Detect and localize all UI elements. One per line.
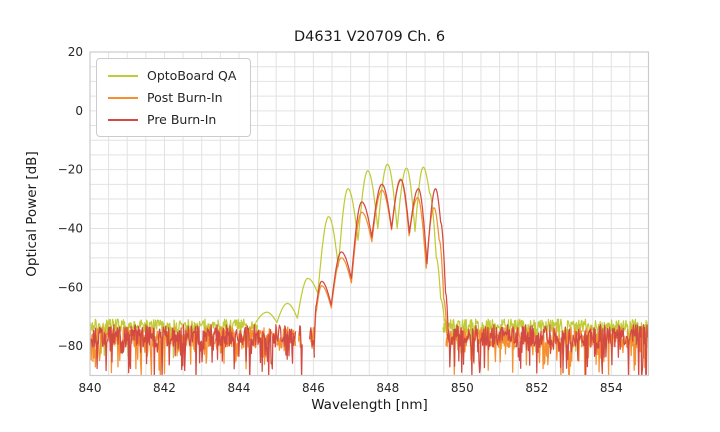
legend-line-swatch [108,118,138,121]
legend: OptoBoard QA Post Burn-In Pre Burn-In [96,58,252,137]
x-tick-label: 854 [600,381,623,395]
series-post-burn-in-line [313,178,449,353]
legend-item-optoboard-qa: OptoBoard QA [108,68,236,83]
series-optoboard-qa-line [255,163,446,324]
series-layer [90,163,649,376]
series-pre-burn-in-noise-3 [446,324,649,376]
axes-frame [89,51,650,377]
series-pre-burn-in-noise-0 [90,324,297,376]
legend-label: Pre Burn-In [147,112,217,127]
x-tick-label: 844 [227,381,250,395]
legend-label: Post Burn-In [147,90,223,105]
y-tick-label: −40 [58,221,83,235]
tick-labels: 840 842 844 846 848 850 852 854 20 0 −20 −40 −60 −80 [58,45,623,395]
series-pre-burn-in-line [313,179,450,347]
y-axis-label: Optical Power [dB] [24,151,40,277]
legend-item-pre-burn-in: Pre Burn-In [108,112,236,127]
y-tick-label: −60 [58,280,83,294]
legend-item-post-burn-in: Post Burn-In [108,90,236,105]
y-tick-label: 20 [68,45,83,59]
chart-title: D4631 V20709 Ch. 6 [293,29,446,45]
x-axis-label: Wavelength [nm] [311,397,428,413]
x-tick-label: 846 [302,381,325,395]
legend-line-swatch [108,96,138,99]
x-tick-label: 842 [153,381,176,395]
legend-line-swatch [108,74,138,77]
series-pre-burn-in-noise-1 [298,325,303,376]
y-tick-label: −20 [58,163,83,177]
x-tick-label: 852 [525,381,548,395]
legend-label: OptoBoard QA [147,68,237,83]
x-tick-label: 840 [79,381,102,395]
x-tick-label: 848 [376,381,399,395]
y-tick-label: 0 [75,104,83,118]
x-tick-label: 850 [451,381,474,395]
y-tick-label: −80 [58,339,83,353]
